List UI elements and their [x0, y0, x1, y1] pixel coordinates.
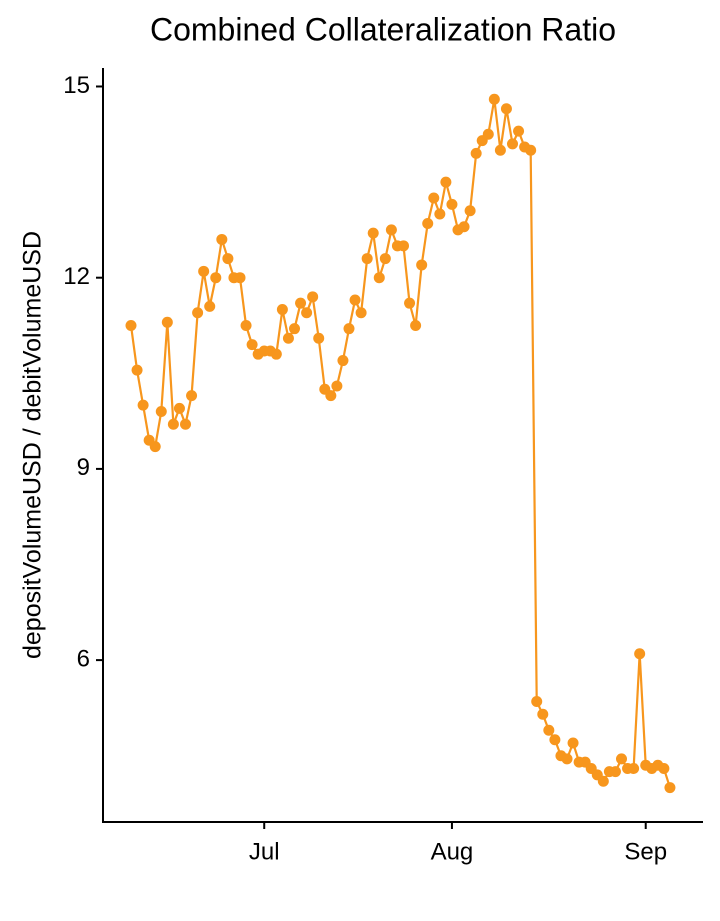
point — [216, 233, 228, 245]
point — [337, 355, 349, 367]
point — [628, 762, 640, 774]
point — [549, 734, 561, 746]
point — [246, 339, 258, 351]
point — [173, 402, 185, 414]
y-axis-label: depositVolumeUSD / debitVolumeUSD — [19, 231, 47, 659]
x-tick-label: Jul — [249, 838, 280, 865]
point — [192, 307, 204, 319]
point — [428, 192, 440, 204]
point — [313, 332, 325, 344]
point — [543, 724, 555, 736]
point — [525, 144, 537, 156]
point — [331, 380, 343, 392]
point — [507, 138, 518, 150]
point — [446, 198, 458, 210]
x-tick-label: Sep — [624, 838, 667, 865]
point — [125, 319, 137, 331]
y-tick-label: 12 — [63, 263, 90, 290]
point — [464, 205, 476, 217]
point — [343, 323, 355, 335]
point — [270, 348, 282, 360]
point — [137, 399, 149, 411]
point — [361, 253, 373, 265]
point — [295, 297, 307, 309]
point — [155, 406, 167, 418]
point — [440, 176, 452, 188]
point — [180, 418, 191, 430]
point — [531, 696, 543, 708]
point — [567, 737, 579, 749]
point — [482, 128, 494, 140]
point — [325, 390, 337, 402]
point — [513, 125, 525, 137]
point — [234, 272, 246, 284]
point — [210, 272, 222, 284]
point — [434, 208, 446, 220]
point — [597, 775, 609, 787]
point — [289, 323, 300, 335]
point — [494, 144, 506, 156]
point — [282, 332, 294, 344]
y-tick-label: 6 — [77, 645, 90, 672]
point — [355, 307, 367, 319]
point — [537, 708, 549, 720]
point — [240, 319, 252, 331]
point — [307, 291, 319, 303]
point — [131, 364, 143, 376]
point — [500, 103, 512, 115]
point — [186, 390, 198, 402]
point — [367, 227, 379, 239]
point — [398, 240, 409, 252]
point — [198, 265, 210, 277]
point — [404, 297, 416, 309]
point — [301, 307, 313, 319]
point — [161, 316, 173, 328]
point — [658, 762, 670, 774]
y-tick-label: 9 — [77, 454, 90, 481]
point — [204, 300, 216, 312]
point — [561, 753, 573, 765]
point — [416, 259, 428, 271]
point — [634, 648, 646, 660]
point — [616, 753, 627, 765]
point — [488, 93, 500, 105]
line — [129, 99, 671, 788]
point — [470, 147, 482, 159]
point — [422, 218, 434, 230]
point — [609, 766, 621, 778]
y-tick-label: 15 — [63, 72, 90, 99]
chart-title: Combined Collateralization Ratio — [150, 11, 616, 47]
point — [410, 319, 422, 331]
x-tick-label: Aug — [431, 838, 474, 865]
point — [167, 418, 179, 430]
point — [349, 294, 361, 306]
point — [664, 782, 676, 794]
point — [379, 253, 391, 265]
point — [149, 441, 161, 453]
point — [458, 221, 470, 233]
point — [385, 224, 397, 236]
point — [276, 304, 288, 316]
point — [222, 253, 234, 265]
point — [373, 272, 385, 284]
